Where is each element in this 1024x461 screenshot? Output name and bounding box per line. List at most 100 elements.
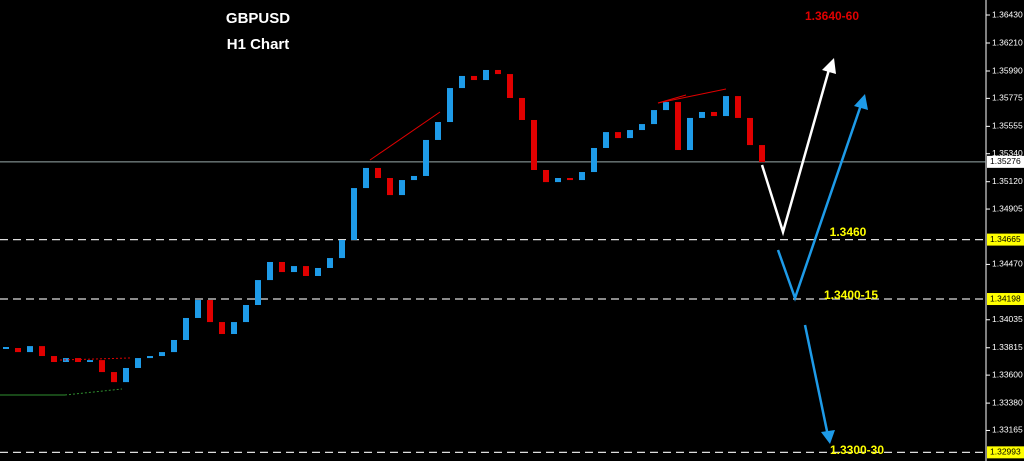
current-price-label: 1.35276: [990, 156, 1021, 166]
candle-body: [579, 172, 585, 181]
arrow-head: [821, 430, 835, 444]
projection-arrow: [776, 101, 864, 302]
level-label: 1.3300-30: [830, 443, 884, 457]
y-tick-label: 1.35555: [992, 121, 1023, 131]
current-price-box: [987, 155, 1024, 168]
candle-body: [207, 300, 213, 323]
candle-body: [387, 178, 393, 196]
projection-arrow: [760, 65, 832, 237]
candle-body: [375, 167, 381, 179]
arrow-head: [822, 58, 836, 74]
candle-body: [711, 111, 717, 117]
level-price-label: 1.34665: [990, 234, 1021, 244]
candle-body: [351, 188, 357, 240]
candles: [3, 69, 765, 383]
candle-body: [591, 147, 597, 173]
candle-body: [339, 239, 345, 259]
level-price-label: 1.34198: [990, 293, 1021, 303]
candle-body: [147, 356, 153, 359]
y-tick-label: 1.34905: [992, 203, 1023, 213]
candle-body: [411, 175, 417, 181]
y-tick-label: 1.35340: [992, 148, 1023, 158]
candle-body: [219, 322, 225, 335]
candle-body: [639, 124, 645, 131]
candle-body: [507, 74, 513, 98]
candle-body: [75, 358, 81, 363]
y-tick-label: 1.35990: [992, 65, 1023, 75]
level-price-label: 1.32993: [990, 447, 1021, 457]
candle-body: [399, 180, 405, 196]
candle-body: [315, 267, 321, 276]
candle-body: [759, 145, 765, 162]
candle-body: [183, 317, 189, 340]
candle-body: [495, 69, 501, 75]
level-label: 1.3460: [830, 225, 867, 239]
candle-body: [567, 178, 573, 181]
level-price-box: [987, 233, 1024, 246]
target-label: 1.3640-60: [805, 9, 859, 23]
candle-body: [663, 102, 669, 111]
trend-line: [369, 111, 441, 161]
y-tick-label: 1.34470: [992, 259, 1023, 269]
y-tick-label: 1.36210: [992, 37, 1023, 47]
candle-body: [543, 169, 549, 183]
candle-body: [123, 367, 129, 383]
candle-body: [87, 360, 93, 363]
chart-title: GBPUSD: [226, 10, 290, 27]
candle-body: [39, 346, 45, 357]
candle-body: [171, 339, 177, 353]
candle-body: [195, 300, 201, 318]
candle-body: [135, 358, 141, 368]
y-tick-label: 1.33600: [992, 369, 1023, 379]
candle-body: [555, 178, 561, 183]
candle-body: [603, 132, 609, 148]
candle-body: [651, 110, 657, 125]
support-line: [64, 388, 123, 396]
candle-body: [27, 346, 33, 353]
candle-body: [627, 130, 633, 139]
candle-body: [747, 117, 753, 146]
y-tick-label: 1.33380: [992, 397, 1023, 407]
candle-body: [279, 261, 285, 273]
y-tick-label: 1.36430: [992, 9, 1023, 19]
levels: [0, 161, 986, 453]
candle-body: [267, 261, 273, 281]
candle-body: [471, 75, 477, 81]
y-tick-label: 1.33815: [992, 342, 1023, 352]
candle-body: [483, 69, 489, 81]
level-label: 1.3400-15: [824, 288, 878, 302]
candle-body: [735, 96, 741, 118]
candle-body: [99, 360, 105, 373]
candle-body: [15, 348, 21, 353]
candle-body: [423, 139, 429, 176]
candle-body: [159, 352, 165, 357]
candle-body: [699, 111, 705, 118]
candle-body: [615, 132, 621, 139]
chart-subtitle: H1 Chart: [227, 36, 290, 53]
trend-line: [657, 88, 727, 104]
candle-body: [303, 266, 309, 276]
candle-body: [447, 88, 453, 123]
candle-body: [459, 75, 465, 89]
candle-body: [51, 356, 57, 363]
projection-arrow: [803, 324, 830, 437]
candle-body: [255, 280, 261, 306]
candle-body: [687, 117, 693, 151]
candle-body: [327, 258, 333, 268]
candle-body: [519, 97, 525, 120]
candle-body: [531, 119, 537, 170]
candle-body: [243, 305, 249, 323]
level-price-box: [987, 293, 1024, 306]
y-tick-label: 1.34035: [992, 314, 1023, 324]
y-tick-label: 1.35120: [992, 176, 1023, 186]
trend-line: [657, 94, 687, 104]
candle-body: [111, 372, 117, 383]
level-price-box: [987, 446, 1024, 459]
candle-body: [723, 96, 729, 117]
y-tick-label: 1.33165: [992, 425, 1023, 435]
candle-body: [363, 167, 369, 189]
candle-body: [291, 266, 297, 273]
candle-body: [231, 322, 237, 335]
